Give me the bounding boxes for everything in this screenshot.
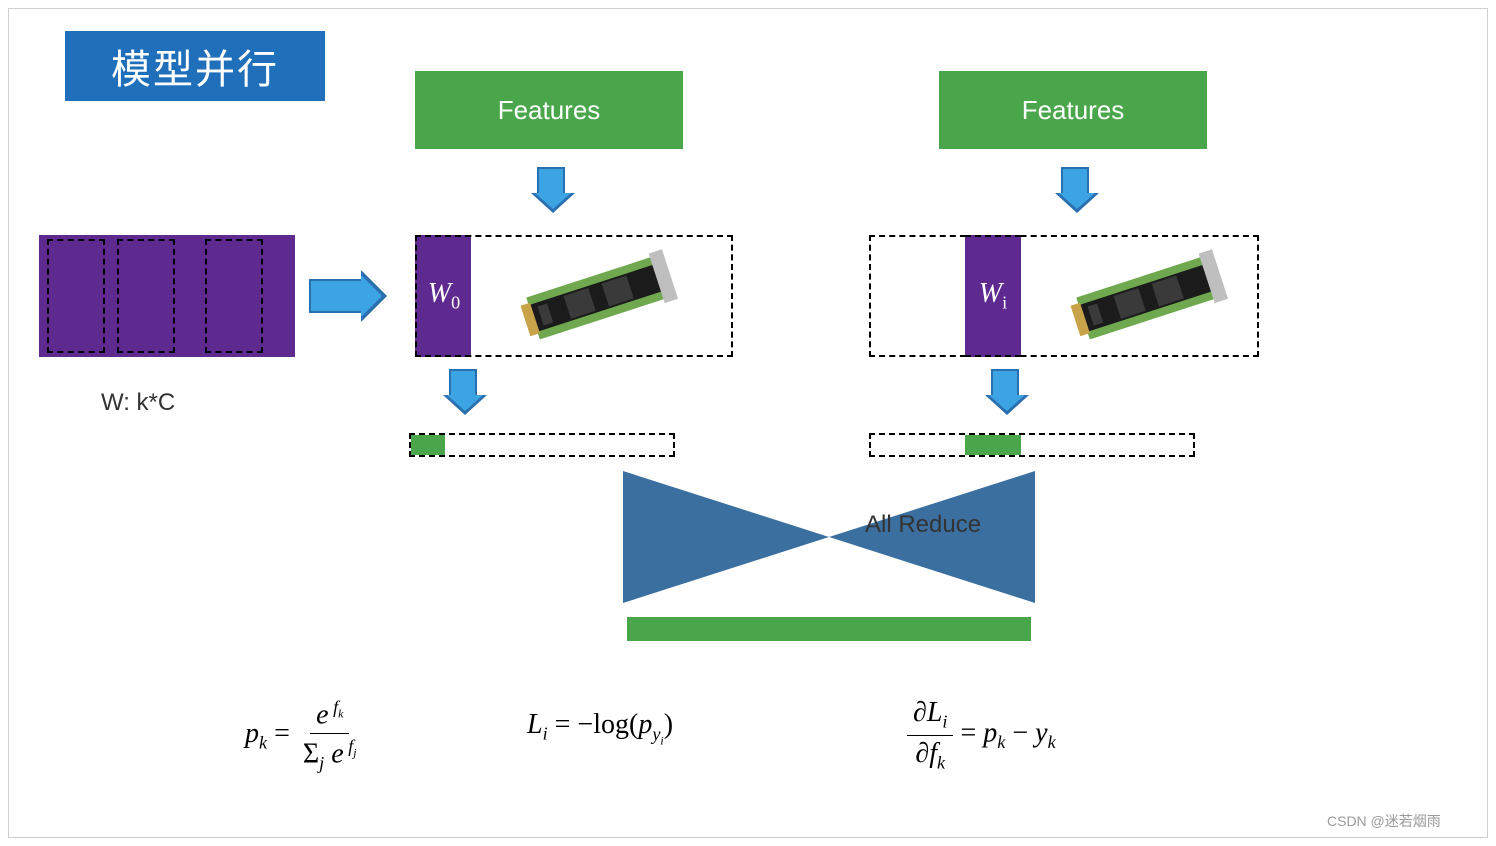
arrow-right-icon [309, 271, 387, 321]
formula-li: Li = −log(pyi) [527, 709, 673, 748]
watermark: CSDN @迷若烟雨 [1327, 811, 1441, 831]
features-box-0: Features [415, 71, 683, 149]
allreduce-label: All Reduce [865, 511, 981, 539]
arrow-down-icon [1055, 167, 1095, 213]
title-badge: 模型并行 [65, 31, 325, 101]
features-label-0: Features [498, 95, 601, 126]
slide-canvas: 模型并行 W: k*C Features W0 [8, 8, 1488, 838]
w-slice-0: W0 [415, 235, 471, 357]
allreduce-text: All Reduce [865, 511, 981, 538]
weight-dim-label: W: k*C [101, 389, 175, 417]
w0-label: W0 [428, 278, 460, 314]
output-bar-0-fill [411, 435, 445, 455]
gpu-icon [509, 245, 689, 345]
weight-dim-text: W: k*C [101, 389, 175, 416]
formula-pk: pk = e fk Σj e fj [245, 697, 363, 774]
output-bar-1-fill [965, 435, 1021, 455]
weight-matrix-part-1 [47, 239, 105, 353]
allreduce-result-bar [627, 617, 1031, 641]
gpu-icon [1059, 245, 1239, 345]
w-slice-i: Wi [965, 235, 1021, 357]
watermark-text: CSDN @迷若烟雨 [1327, 813, 1441, 829]
output-bar-0 [409, 433, 675, 457]
output-bar-1 [869, 433, 1195, 457]
arrow-down-icon [985, 369, 1025, 415]
title-text: 模型并行 [111, 37, 279, 95]
wi-label: Wi [979, 278, 1007, 314]
features-box-1: Features [939, 71, 1207, 149]
allreduce-butterfly [609, 463, 1049, 613]
formula-grad: ∂Li ∂fk = pk − yk [907, 697, 1056, 773]
arrow-down-icon [531, 167, 571, 213]
weight-matrix-part-3 [205, 239, 263, 353]
weight-matrix-part-2 [117, 239, 175, 353]
features-label-1: Features [1022, 95, 1125, 126]
arrow-down-icon [443, 369, 483, 415]
